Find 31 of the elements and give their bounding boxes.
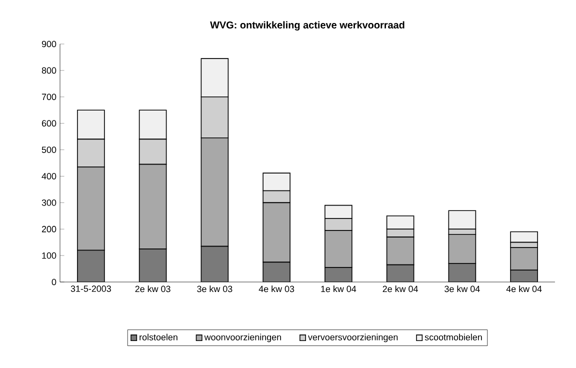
y-tick-label: 0: [52, 278, 56, 286]
x-tick-label: 3e kw 04: [444, 286, 480, 292]
y-tick-label: 500: [42, 146, 56, 153]
bar: [262, 262, 290, 282]
y-tick-label: 100: [42, 252, 56, 259]
y-tick-label: 200: [42, 226, 56, 232]
x-tick-label: 4e kw 04: [506, 286, 542, 292]
bar: [138, 248, 167, 282]
legend-label: woonvoorzieningen: [204, 334, 281, 342]
x-tick-label: 2e kw 03: [135, 286, 170, 292]
x-tick-label: 3e kw 03: [197, 286, 232, 292]
bar: [386, 264, 414, 282]
y-tick-label: 400: [42, 173, 56, 180]
bar: [510, 231, 538, 243]
x-tick-label: 2e kw 04: [382, 286, 418, 292]
legend-label: vervoersvoorzieningen: [308, 334, 398, 342]
x-tick-label: 4e kw 03: [258, 286, 294, 292]
x-tick-label: 1e kw 04: [321, 286, 356, 292]
y-tick-label: 300: [42, 199, 56, 206]
bar: [448, 210, 476, 230]
bar: [77, 250, 105, 282]
chart-title: WVG: ontwikkeling actieve werkvoorraad: [210, 21, 404, 31]
y-tick-label: 900: [42, 40, 56, 48]
bar: [200, 246, 229, 282]
legend-label: scootmobielen: [424, 334, 482, 340]
y-tick-label: 800: [42, 67, 56, 74]
y-tick-label: 600: [42, 120, 56, 127]
legend-label: rolstoelen: [140, 334, 178, 340]
bar: [448, 263, 476, 282]
x-tick-label: 31-5-2003: [70, 286, 111, 292]
y-tick-label: 700: [42, 94, 56, 100]
